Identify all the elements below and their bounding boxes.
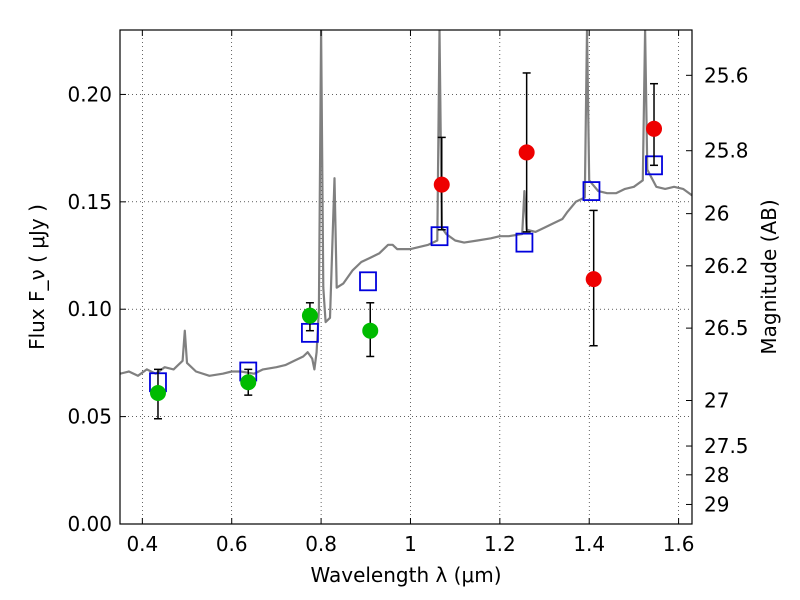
x-tick-label: 1.6 (663, 532, 695, 556)
model-spectrum-line (120, 30, 692, 377)
observed-flux-point (518, 144, 535, 161)
model-flux-square (515, 232, 534, 253)
observed-flux-point (433, 176, 450, 193)
model-flux-square (359, 271, 377, 292)
plot-frame (119, 29, 693, 525)
y-tick-label: 0.15 (67, 190, 112, 214)
model-flux-square (582, 181, 601, 201)
y-tick-label: 0.05 (67, 405, 112, 429)
series-layer (120, 30, 692, 420)
y2-tick-label: 25.8 (704, 139, 749, 163)
y-tick-label: 0.00 (67, 512, 112, 536)
y2-tick-label: 27.5 (704, 434, 749, 458)
x-axis-label: Wavelength λ (μm) (310, 563, 501, 587)
x-tick-label: 0.4 (126, 532, 158, 556)
y-tick-label: 0.20 (67, 82, 112, 106)
x-tick-label: 1.4 (573, 532, 605, 556)
y2-tick-label: 26.2 (704, 254, 749, 278)
y2-tick-label: 29 (704, 492, 729, 516)
x-tick-label: 0.8 (305, 532, 337, 556)
observed-flux-point (646, 120, 663, 137)
axis-ticks: 0.4 0.6 0.8 1 1.2 1.4 1.6 0.00 0.05 0.10 0.15 0.20 2… (67, 30, 749, 556)
x-tick-label: 1.2 (484, 532, 516, 556)
y2-axis-label: Magnitude (AB) (757, 199, 781, 354)
observed-flux-point (301, 307, 318, 324)
grid-lines (120, 30, 692, 525)
model-flux-square (430, 226, 449, 247)
observed-flux-point (240, 374, 257, 391)
observed-flux-point (362, 322, 379, 339)
y2-tick-label: 27 (704, 389, 729, 413)
y-tick-label: 0.10 (67, 297, 112, 321)
y2-tick-label: 26 (704, 202, 729, 226)
x-tick-label: 0.6 (216, 532, 248, 556)
y2-tick-label: 26.5 (704, 316, 749, 340)
observed-flux-point (149, 384, 166, 401)
y-axis-label: Flux F_ν ( μJy ) (25, 204, 49, 350)
y2-tick-label: 28 (704, 463, 729, 487)
observed-flux-point (585, 271, 602, 288)
y2-tick-label: 25.6 (704, 63, 749, 87)
x-tick-label: 1 (404, 532, 417, 556)
